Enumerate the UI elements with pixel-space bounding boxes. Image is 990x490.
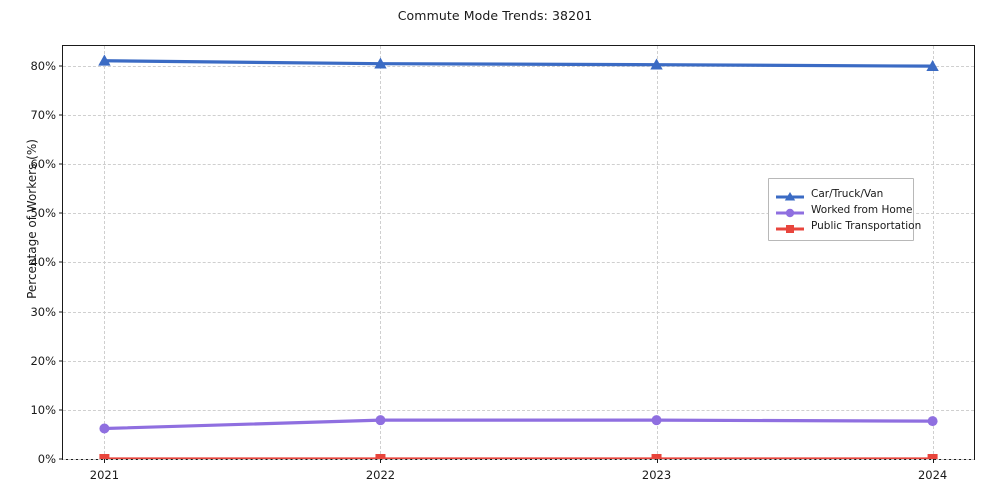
data-point-marker	[651, 454, 662, 459]
y-tick-mark	[59, 360, 63, 362]
y-tick-label: 0%	[37, 452, 56, 466]
y-tick-label: 60%	[30, 157, 56, 171]
data-point-marker	[99, 423, 110, 434]
series-plot	[98, 54, 939, 459]
x-tick-label: 2023	[641, 468, 672, 482]
x-tick-label: 2021	[89, 468, 120, 482]
gridline-horizontal	[63, 360, 974, 362]
data-point-marker	[98, 54, 111, 66]
gridline-horizontal	[63, 65, 974, 67]
gridline-horizontal	[63, 409, 974, 411]
y-tick-label: 40%	[30, 255, 56, 270]
y-tick-mark	[59, 114, 63, 116]
gridline-vertical	[104, 46, 106, 459]
data-point-marker	[650, 58, 663, 70]
y-tick-mark	[59, 311, 63, 312]
x-tick-label: 2022	[365, 468, 396, 482]
legend-label: Worked from Home	[811, 203, 913, 216]
legend-item-0[interactable]: Car/Truck/Van	[775, 186, 905, 201]
data-point-marker	[374, 57, 387, 69]
series-line	[102, 418, 935, 431]
data-point-marker	[375, 454, 386, 459]
y-tick-mark	[59, 163, 63, 165]
y-tick-mark	[59, 212, 63, 214]
legend-item-2[interactable]: Public Transportation	[775, 218, 921, 233]
y-tick-mark	[59, 261, 63, 263]
series-2	[99, 454, 938, 459]
gridline-vertical	[932, 46, 934, 459]
x-tick-label: 2024	[917, 468, 948, 482]
y-tick-mark	[59, 458, 63, 460]
data-point-marker	[927, 416, 938, 427]
data-point-marker	[927, 454, 938, 459]
chart-legend: Car/Truck/Van Worked from Home Public Tran…	[768, 178, 921, 241]
gridline-horizontal	[63, 213, 974, 215]
x-tick-mark	[932, 459, 934, 463]
y-tick-mark	[59, 65, 63, 67]
y-tick-label: 50%	[30, 206, 56, 221]
series-1	[99, 415, 938, 434]
chart-title: Commute Mode Trends: 38201	[397, 8, 593, 23]
y-tick-mark	[59, 409, 63, 411]
gridline-vertical	[656, 46, 658, 459]
gridline-horizontal	[63, 311, 974, 313]
gridline-horizontal	[63, 262, 974, 264]
series-line	[102, 59, 935, 68]
x-tick-mark	[104, 459, 106, 463]
gridline-horizontal	[63, 164, 974, 165]
x-tick-mark	[380, 459, 382, 463]
legend-swatch-circle-icon	[775, 204, 805, 217]
y-tick-label: 30%	[30, 304, 56, 319]
x-tick-mark	[656, 459, 658, 463]
plot-area: 0% 10% 20% 30% 40% 50% 60% 70% 80% 2021 2022 2023 2…	[30, 45, 975, 482]
legend-swatch-triangle-icon	[775, 188, 805, 200]
legend-item-1[interactable]: Worked from Home	[775, 202, 912, 217]
y-tick-label: 80%	[30, 58, 56, 73]
y-tick-label: 10%	[30, 402, 56, 417]
y-tick-label: 20%	[30, 353, 56, 368]
data-point-marker	[926, 59, 939, 71]
gridline-vertical	[380, 46, 382, 459]
legend-swatch-square-icon	[775, 220, 805, 233]
gridline-horizontal	[63, 114, 974, 116]
data-point-marker	[651, 415, 662, 426]
data-point-marker	[99, 454, 110, 459]
legend-label: Car/Truck/Van	[811, 187, 884, 200]
data-point-marker	[375, 415, 386, 426]
gridline-horizontal	[63, 459, 974, 460]
y-tick-label: 70%	[30, 107, 56, 122]
series-0	[98, 54, 939, 71]
legend-label: Public Transportation	[811, 219, 922, 232]
